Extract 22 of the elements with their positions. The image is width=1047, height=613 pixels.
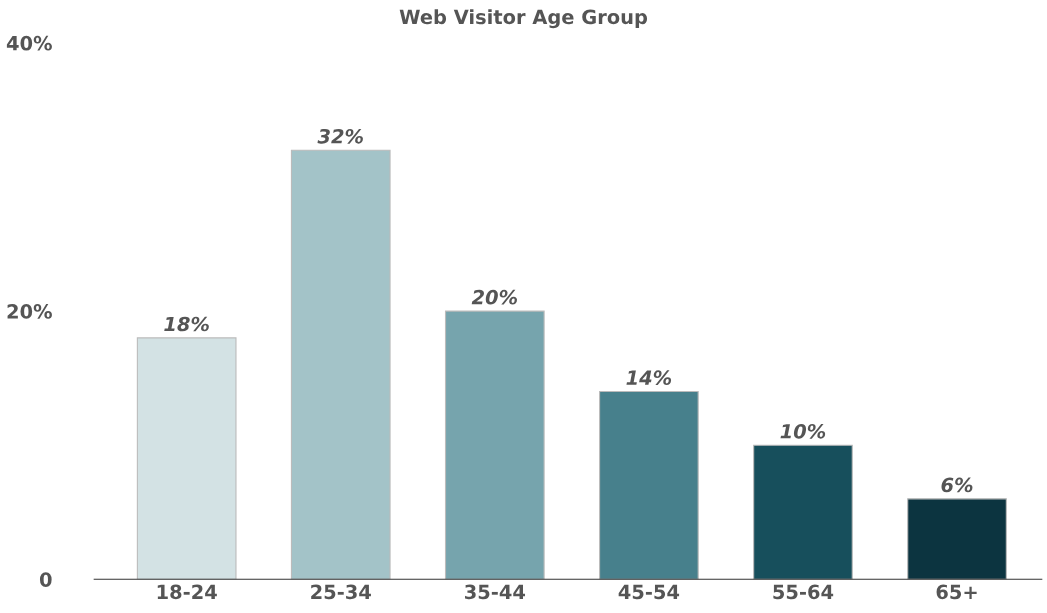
data-label: 14% [626,370,672,386]
data-label: 18% [164,316,209,332]
data-label: 10% [780,423,826,439]
bar [136,337,237,580]
bar [907,498,1007,580]
x-tick-label: 25-34 [311,584,371,600]
bar [753,444,853,580]
bar [599,390,699,580]
bar [290,149,391,580]
data-label: 32% [317,128,363,144]
chart-title: Web Visitor Age Group [399,9,648,29]
x-tick-label: 45-54 [618,584,680,600]
x-tick-label: 18-24 [157,584,217,600]
y-tick-label: 20% [7,304,52,319]
x-tick-label: 55-64 [773,584,834,600]
data-label: 6% [941,477,973,493]
y-tick-label: 40% [6,35,52,51]
y-tick-label: 0 [39,572,52,587]
bar [444,310,545,580]
x-tick-label: 35-44 [465,584,526,600]
data-label: 20% [471,289,518,305]
x-tick-label: 65+ [936,584,977,600]
